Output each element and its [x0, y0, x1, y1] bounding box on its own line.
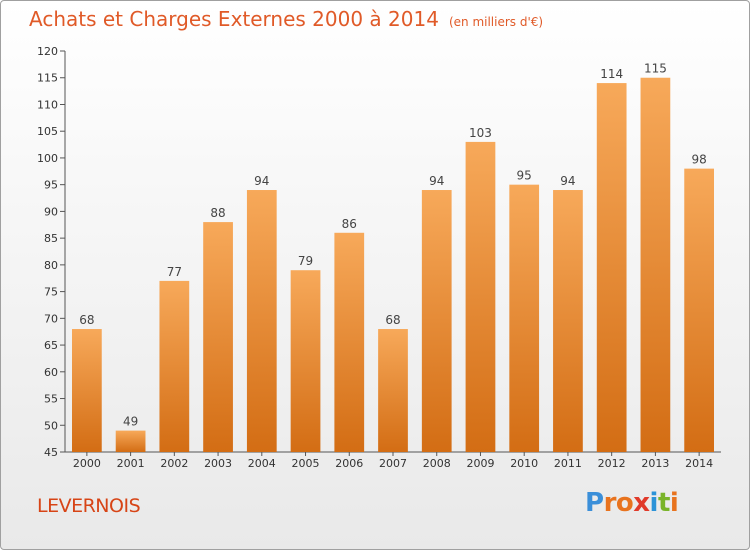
bar — [596, 83, 627, 452]
bar-value-label: 86 — [342, 217, 357, 231]
bar-value-label: 49 — [123, 415, 138, 429]
bar-value-label: 95 — [517, 169, 532, 183]
bar — [509, 184, 540, 452]
x-tick-label: 2001 — [117, 457, 145, 470]
x-axis: 2000 2001 2002 2003 2004 2005 2006 2007 2008 2009… — [65, 451, 721, 470]
y-tick-label: 120 — [37, 45, 58, 58]
y-tick-label: 65 — [44, 339, 58, 352]
chart-title-text: Achats et Charges Externes 2000 à 2014 — [29, 7, 439, 31]
bar — [378, 329, 408, 452]
bar-value-label: 77 — [167, 265, 182, 279]
logo-letter: i — [669, 488, 679, 518]
chart-title: Achats et Charges Externes 2000 à 2014 (e… — [29, 7, 543, 31]
y-tick-label: 45 — [44, 446, 58, 459]
bar-value-label: 115 — [644, 62, 667, 76]
bar-value-label: 103 — [469, 126, 492, 140]
x-tick-label: 2012 — [598, 457, 626, 470]
bar — [246, 190, 277, 452]
bar-value-label: 68 — [79, 313, 94, 327]
bar-value-label: 98 — [691, 153, 706, 167]
bar — [421, 190, 452, 452]
bar — [334, 232, 365, 452]
bar-value-label: 68 — [385, 313, 400, 327]
bar-value-label: 94 — [429, 174, 444, 188]
x-tick-label: 2008 — [423, 457, 451, 470]
x-tick-label: 2010 — [510, 457, 538, 470]
x-tick-label: 2014 — [685, 457, 713, 470]
x-tick-label: 2011 — [554, 457, 582, 470]
y-tick-label: 55 — [44, 393, 58, 406]
y-tick-label: 105 — [37, 125, 58, 138]
proxiti-logo: Proxiti — [585, 488, 679, 518]
y-axis: 45 50 55 60 65 70 75 80 85 90 95 100 105 110 115 120 — [37, 45, 66, 459]
x-tick-label: 2005 — [292, 457, 320, 470]
logo-letter: P — [585, 488, 604, 518]
x-tick-label: 2009 — [466, 457, 494, 470]
bar-value-label: 79 — [298, 254, 313, 268]
bar-value-label: 94 — [560, 174, 575, 188]
logo-letter: o — [615, 488, 634, 518]
y-tick-label: 50 — [44, 419, 58, 432]
x-tick-label: 2003 — [204, 457, 232, 470]
y-tick-label: 110 — [37, 98, 58, 111]
bar — [290, 270, 321, 452]
logo-letter: x — [633, 488, 650, 518]
bar — [465, 141, 496, 453]
x-tick-label: 2004 — [248, 457, 276, 470]
logo-letter: i — [649, 488, 659, 518]
logo-letter: t — [657, 488, 670, 518]
bar-value-label: 88 — [210, 206, 225, 220]
town-name: LEVERNOIS — [37, 495, 141, 517]
y-tick-label: 85 — [44, 232, 58, 245]
bars: 68 49 77 88 94 79 86 68 94 103 95 94 114 115 98 — [71, 62, 715, 453]
x-tick-label: 2006 — [335, 457, 363, 470]
x-tick-label: 2013 — [641, 457, 669, 470]
bar — [553, 190, 583, 452]
y-tick-label: 75 — [44, 286, 58, 299]
bar — [71, 329, 102, 452]
y-tick-label: 80 — [44, 259, 58, 272]
y-tick-label: 60 — [44, 366, 58, 379]
bar — [159, 280, 190, 452]
y-tick-label: 95 — [44, 179, 58, 192]
chart-subtitle: (en milliers d'€) — [448, 15, 544, 29]
x-tick-label: 2007 — [379, 457, 407, 470]
x-tick-label: 2000 — [73, 457, 101, 470]
bar — [203, 222, 233, 452]
y-tick-label: 100 — [37, 152, 58, 165]
logo-letter: r — [603, 488, 617, 518]
bar — [684, 168, 715, 453]
y-tick-label: 70 — [44, 312, 58, 325]
bar — [640, 77, 671, 452]
bar — [115, 430, 146, 452]
y-tick-label: 90 — [44, 205, 58, 218]
bar-value-label: 94 — [254, 174, 269, 188]
x-tick-label: 2002 — [160, 457, 188, 470]
bar-value-label: 114 — [600, 67, 623, 81]
y-tick-label: 115 — [37, 72, 58, 85]
